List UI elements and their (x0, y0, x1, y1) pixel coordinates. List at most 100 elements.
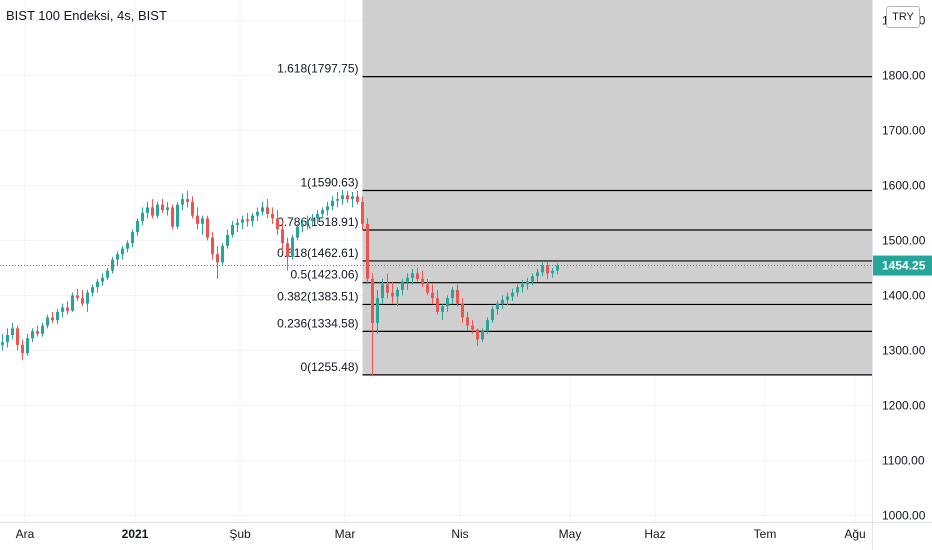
candle (141, 207, 144, 225)
candle (491, 306, 494, 323)
candle-body (431, 292, 434, 299)
candle (446, 295, 449, 312)
candle (76, 288, 79, 301)
candle-body (321, 210, 324, 214)
candle (96, 278, 99, 293)
candle (436, 289, 439, 315)
candle-body (206, 218, 209, 238)
candle-body (81, 298, 84, 304)
candle (41, 322, 44, 337)
candle-body (116, 254, 119, 260)
candle (326, 201, 329, 216)
candle-body (446, 298, 449, 307)
candle-body (546, 265, 549, 274)
fib-level-label: 1(1590.63) (300, 176, 358, 190)
candle-body (536, 272, 539, 277)
candle (181, 193, 184, 211)
candle-body (516, 287, 519, 293)
candle (441, 303, 444, 321)
candle (411, 268, 414, 285)
candle-body (231, 224, 234, 235)
candle-body (331, 200, 334, 207)
candle-body (326, 206, 329, 211)
candle (286, 237, 289, 271)
candle (316, 210, 319, 224)
candle-body (176, 204, 179, 227)
candle-body (531, 276, 534, 282)
candle-body (211, 237, 214, 255)
candle-body (61, 307, 64, 312)
candle (501, 295, 504, 310)
candle (526, 277, 529, 290)
candle-body (351, 196, 354, 200)
candle-body (356, 196, 359, 202)
candle-body (151, 207, 154, 216)
candle-body (31, 331, 34, 339)
price-tick-label: 1800.00 (882, 68, 926, 82)
time-tick-label: Ağu (844, 527, 865, 541)
price-axis: 1000.00 1100.00 1200.00 1300.00 1400.00 1500.… (872, 0, 932, 550)
candle (256, 207, 259, 222)
candle-body (461, 303, 464, 318)
candle (1, 333, 4, 351)
candle-body (291, 237, 294, 257)
candle-body (306, 221, 309, 224)
candle (456, 284, 459, 307)
candle (61, 303, 64, 318)
candle (21, 339, 24, 360)
candle-body (456, 289, 459, 304)
fib-level-label: 0.236(1334.58) (277, 316, 358, 330)
candle-body (161, 204, 164, 211)
candle-body (296, 226, 299, 238)
candle (396, 287, 399, 307)
candle-body (111, 259, 114, 271)
price-tick-label: 1400.00 (882, 288, 926, 302)
candle (36, 325, 39, 337)
candle-body (1, 342, 4, 345)
price-tick-label: 1300.00 (882, 343, 926, 357)
candle-body (41, 325, 44, 334)
candle (486, 317, 489, 334)
candle (426, 278, 429, 296)
time-tick-label: Ara (16, 527, 35, 541)
currency-button[interactable]: TRY (886, 6, 920, 28)
candle (136, 218, 139, 236)
candle-body (491, 309, 494, 321)
candle (356, 190, 359, 205)
candle-body (91, 287, 94, 293)
candle-body (71, 295, 74, 311)
candle-body (86, 292, 89, 304)
candle-body (441, 306, 444, 312)
time-tick-label: 2021 (122, 527, 149, 541)
candle (111, 256, 114, 274)
candle-body (556, 265, 559, 271)
price-tick-label: 1600.00 (882, 178, 926, 192)
candle-body (436, 298, 439, 312)
candle-body (156, 204, 159, 216)
fib-level-label: 0.382(1383.51) (277, 289, 358, 303)
candle (226, 229, 229, 249)
time-tick-label: Haz (644, 527, 665, 541)
candle-body (96, 281, 99, 288)
candle-body (11, 328, 14, 335)
candle (276, 210, 279, 235)
candle-body (286, 243, 289, 257)
candle (331, 196, 334, 211)
candle (381, 278, 384, 304)
last-price-label: 1454.25 (882, 259, 926, 273)
candle-body (266, 207, 269, 214)
candle-body (481, 331, 484, 340)
candle-body (226, 234, 229, 246)
candle-body (166, 207, 169, 211)
candle (81, 289, 84, 307)
candle (31, 328, 34, 343)
candle (471, 320, 474, 334)
candle (236, 218, 239, 233)
candle (401, 278, 404, 296)
candle (431, 284, 434, 304)
candle (551, 267, 554, 278)
candle-body (241, 219, 244, 223)
candle (281, 221, 284, 252)
candle-body (416, 273, 419, 279)
